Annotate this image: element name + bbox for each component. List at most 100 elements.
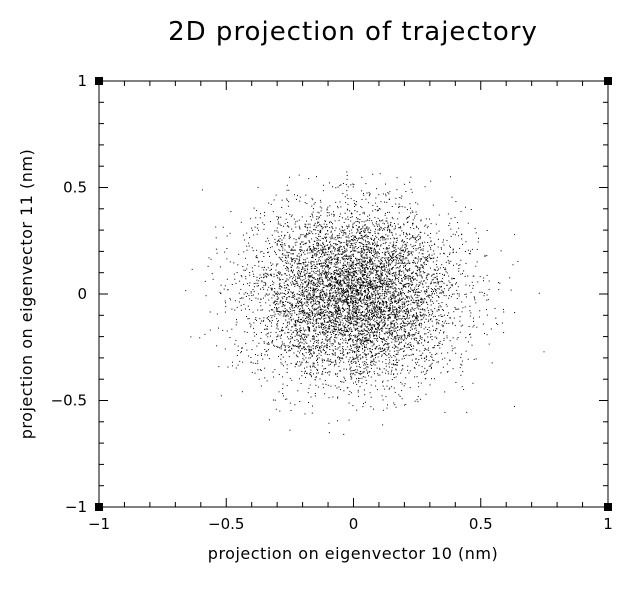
scatter-point [330, 361, 332, 362]
scatter-point [462, 273, 463, 275]
scatter-point [381, 312, 383, 314]
scatter-point [351, 298, 353, 300]
scatter-point [352, 308, 354, 310]
scatter-point [394, 306, 396, 308]
scatter-point [319, 346, 321, 348]
scatter-point [386, 325, 388, 327]
scatter-point [316, 282, 318, 284]
scatter-point [418, 252, 420, 254]
scatter-point [358, 281, 360, 283]
scatter-point [418, 295, 420, 297]
scatter-point [365, 364, 367, 366]
scatter-point [371, 316, 373, 318]
scatter-point [289, 176, 290, 178]
scatter-point [423, 272, 425, 274]
scatter-point [359, 370, 361, 372]
scatter-point [424, 321, 425, 323]
scatter-point [294, 280, 296, 281]
scatter-point [339, 331, 341, 333]
scatter-point [354, 328, 356, 330]
scatter-point [385, 295, 387, 297]
scatter-point [415, 257, 417, 259]
scatter-point [358, 293, 359, 295]
scatter-point [385, 307, 387, 309]
scatter-point [355, 294, 357, 296]
scatter-point [418, 247, 420, 249]
scatter-point [304, 269, 306, 271]
scatter-point [329, 182, 330, 184]
scatter-point [329, 346, 331, 348]
scatter-point [301, 322, 303, 324]
scatter-point [361, 317, 363, 319]
scatter-point [292, 272, 294, 274]
scatter-point [442, 281, 443, 283]
scatter-point [307, 327, 309, 329]
scatter-point [360, 250, 362, 252]
scatter-point [352, 298, 354, 300]
scatter-point [365, 303, 367, 305]
scatter-point [364, 256, 365, 258]
scatter-point [341, 242, 343, 244]
corner-marker [95, 77, 103, 85]
scatter-point [344, 249, 346, 251]
scatter-point [250, 361, 252, 363]
scatter-point [370, 260, 372, 262]
scatter-point [367, 261, 368, 263]
scatter-point [405, 276, 407, 277]
scatter-point [301, 302, 303, 304]
scatter-point [297, 266, 299, 268]
scatter-point [225, 305, 227, 307]
scatter-point [404, 293, 405, 295]
scatter-point [314, 222, 316, 224]
scatter-point [471, 248, 473, 250]
scatter-point [410, 237, 412, 239]
scatter-point [403, 350, 404, 352]
scatter-point [419, 267, 421, 269]
scatter-point [340, 298, 342, 300]
scatter-point [278, 217, 279, 219]
scatter-point [393, 306, 395, 308]
scatter-point [376, 367, 378, 369]
scatter-point [341, 226, 343, 228]
scatter-point [356, 371, 358, 373]
scatter-point [346, 368, 347, 370]
scatter-point [412, 353, 414, 355]
scatter-point [362, 333, 364, 335]
scatter-point [381, 306, 382, 308]
scatter-point [284, 311, 286, 313]
scatter-point [350, 295, 352, 296]
scatter-point [407, 279, 409, 281]
scatter-point [342, 335, 344, 337]
scatter-point [406, 310, 408, 312]
scatter-point [325, 330, 327, 332]
scatter-point [369, 309, 371, 311]
scatter-point [312, 257, 313, 258]
scatter-point [340, 360, 342, 362]
scatter-point [324, 359, 325, 361]
scatter-point [309, 322, 311, 324]
scatter-point [318, 322, 319, 324]
scatter-point [418, 340, 420, 342]
scatter-point [358, 348, 359, 350]
scatter-point [359, 269, 361, 271]
scatter-point [384, 353, 386, 354]
scatter-point [452, 323, 454, 325]
scatter-point [287, 322, 289, 324]
scatter-point [396, 323, 398, 325]
scatter-point [427, 258, 429, 260]
scatter-point [295, 363, 297, 365]
scatter-point [398, 262, 400, 264]
scatter-point [326, 277, 328, 279]
scatter-point [327, 384, 329, 386]
scatter-point [322, 273, 324, 275]
scatter-point [357, 327, 359, 329]
scatter-point [314, 393, 316, 394]
scatter-point [321, 254, 322, 256]
scatter-point [341, 296, 343, 298]
scatter-point [299, 246, 301, 248]
scatter-point [383, 344, 385, 346]
scatter-point [392, 314, 394, 316]
scatter-point [393, 295, 394, 297]
scatter-point [377, 356, 379, 358]
scatter-point [331, 331, 333, 333]
